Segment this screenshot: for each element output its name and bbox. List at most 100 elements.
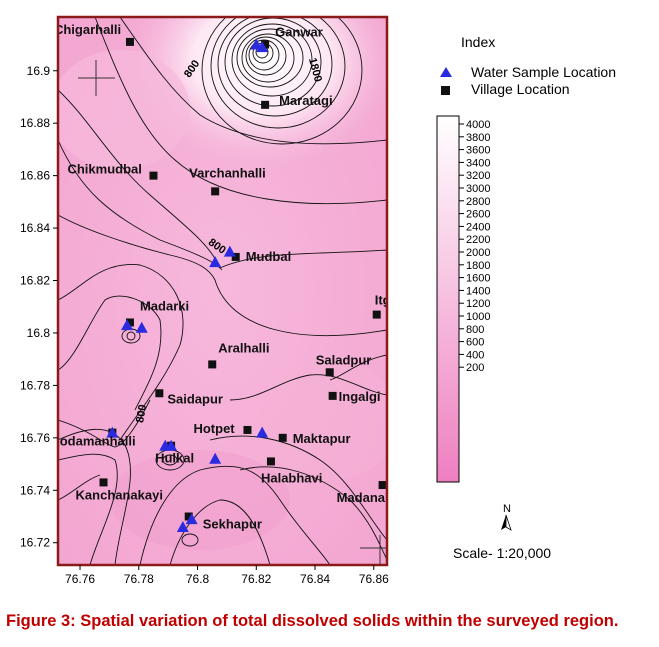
svg-text:N: N: [503, 503, 511, 515]
colorbar-level-label: 3000: [466, 183, 490, 195]
colorbar-level-label: 2800: [466, 196, 490, 208]
village-label: Mudbal: [246, 249, 292, 264]
colorbar-level-label: 1000: [466, 311, 490, 323]
y-tick-label: 16.84: [20, 221, 50, 235]
village-marker: [125, 318, 134, 327]
figure-caption: Figure 3: Spatial variation of total dis…: [6, 612, 619, 630]
village-marker: [378, 481, 387, 490]
village-label: Chikmudbal: [67, 162, 141, 177]
village-marker: [211, 187, 220, 196]
water-sample-marker: [185, 513, 198, 525]
water-sample-marker: [135, 321, 148, 333]
y-tick-label: 16.9: [27, 64, 51, 78]
village-label: Saidapur: [167, 391, 223, 406]
water-sample-marker: [223, 245, 236, 257]
colorbar-gradient: [436, 115, 460, 483]
village-marker: [149, 171, 158, 180]
village-marker: [261, 40, 270, 49]
x-tick-label: 76.76: [65, 572, 95, 586]
colorbar: 4000380036003400320030002800260024002200…: [436, 115, 490, 483]
north-arrow: N: [501, 503, 512, 531]
water-sample-legend-icon: [440, 67, 452, 77]
colorbar-level-label: 2400: [466, 221, 490, 233]
map-frame: [56, 15, 389, 567]
colorbar-level-label: 2000: [466, 247, 490, 259]
y-tick-label: 16.76: [20, 431, 50, 445]
village-label: Aralhalli: [218, 340, 269, 355]
colorbar-level-label: 3400: [466, 157, 490, 169]
village-label: Hulkal: [155, 451, 194, 466]
village-marker: [99, 478, 108, 487]
water-sample-marker: [209, 256, 222, 268]
y-tick-label: 16.74: [20, 483, 50, 497]
y-tick-label: 16.72: [20, 536, 50, 550]
colorbar-level-label: 200: [466, 362, 484, 374]
village-marker: [325, 368, 334, 377]
colorbar-level-label: 1600: [466, 273, 490, 285]
village-label: Ingalgi: [339, 389, 381, 404]
y-tick-label: 16.88: [20, 116, 50, 130]
y-tick-label: 16.86: [20, 169, 50, 183]
sample-markers: [106, 38, 269, 532]
colorbar-level-label: 3200: [466, 170, 490, 182]
village-label: Saladpur: [316, 352, 372, 367]
water-sample-marker: [165, 439, 178, 451]
village-labels: Chigarhalli Ganwar Maratagi Chikmudbal Varch…: [50, 22, 391, 532]
x-tick-label: 76.82: [241, 572, 271, 586]
village-marker: [208, 360, 217, 369]
village-label: Halabhavi: [261, 470, 322, 485]
x-tick-label: 76.84: [300, 572, 330, 586]
village-label: Madarki: [140, 298, 189, 313]
legend-village: Village Location: [471, 81, 570, 97]
contour-lines: [58, 17, 387, 565]
colorbar-level-label: 1400: [466, 285, 490, 297]
water-sample-marker: [256, 426, 269, 438]
colorbar-level-label: 2600: [466, 209, 490, 221]
village-label: Kanchanakayi: [76, 487, 163, 502]
colorbar-level-label: 4000: [466, 119, 490, 131]
village-marker: [372, 310, 381, 319]
colorbar-level-label: 3800: [466, 132, 490, 144]
water-sample-marker: [121, 319, 134, 331]
village-marker: [231, 252, 240, 261]
x-axis-ticks: 76.76 76.78 76.8 76.82 76.84 76.86: [65, 565, 389, 586]
village-marker: [278, 433, 287, 442]
colorbar-level-label: 600: [466, 337, 484, 349]
x-tick-label: 76.8: [186, 572, 210, 586]
x-tick-label: 76.86: [359, 572, 389, 586]
village-label: Sekhapur: [203, 516, 262, 531]
village-marker: [155, 389, 164, 398]
village-marker: [328, 391, 337, 400]
legend: Index Water Sample Location Village Loca…: [440, 34, 616, 97]
village-label: Varchanhalli: [189, 165, 266, 180]
village-marker: [266, 457, 275, 466]
colorbar-level-label: 2200: [466, 234, 490, 246]
water-sample-marker: [176, 520, 189, 532]
x-tick-label: 76.78: [124, 572, 154, 586]
scale-text: Scale- 1:20,000: [453, 545, 551, 561]
colorbar-level-label: 800: [466, 324, 484, 336]
village-label: Itg: [375, 293, 391, 308]
legend-title: Index: [461, 34, 495, 50]
y-tick-label: 16.8: [27, 326, 51, 340]
village-marker: [184, 512, 193, 521]
village-label: Ganwar: [275, 25, 323, 40]
colorbar-level-label: 3600: [466, 145, 490, 157]
contour-value-label: 800: [134, 404, 149, 424]
y-tick-label: 16.78: [20, 378, 50, 392]
village-label: Kodamanhalli: [50, 434, 135, 449]
corner-crosshairs: [78, 60, 387, 565]
village-legend-icon: [441, 86, 450, 95]
village-label: Maratagi: [279, 93, 332, 108]
village-label: Hotpet: [193, 421, 235, 436]
y-axis-ticks: 16.9 16.88 16.86 16.84 16.82 16.8 16.78 16.76 16…: [20, 64, 58, 550]
water-sample-marker: [106, 426, 119, 438]
village-marker: [243, 425, 252, 434]
colorbar-level-label: 1800: [466, 260, 490, 272]
village-marker: [125, 37, 134, 46]
village-label: Chigarhalli: [54, 22, 121, 37]
village-marker: [261, 100, 270, 109]
colorbar-level-label: 400: [466, 349, 484, 361]
